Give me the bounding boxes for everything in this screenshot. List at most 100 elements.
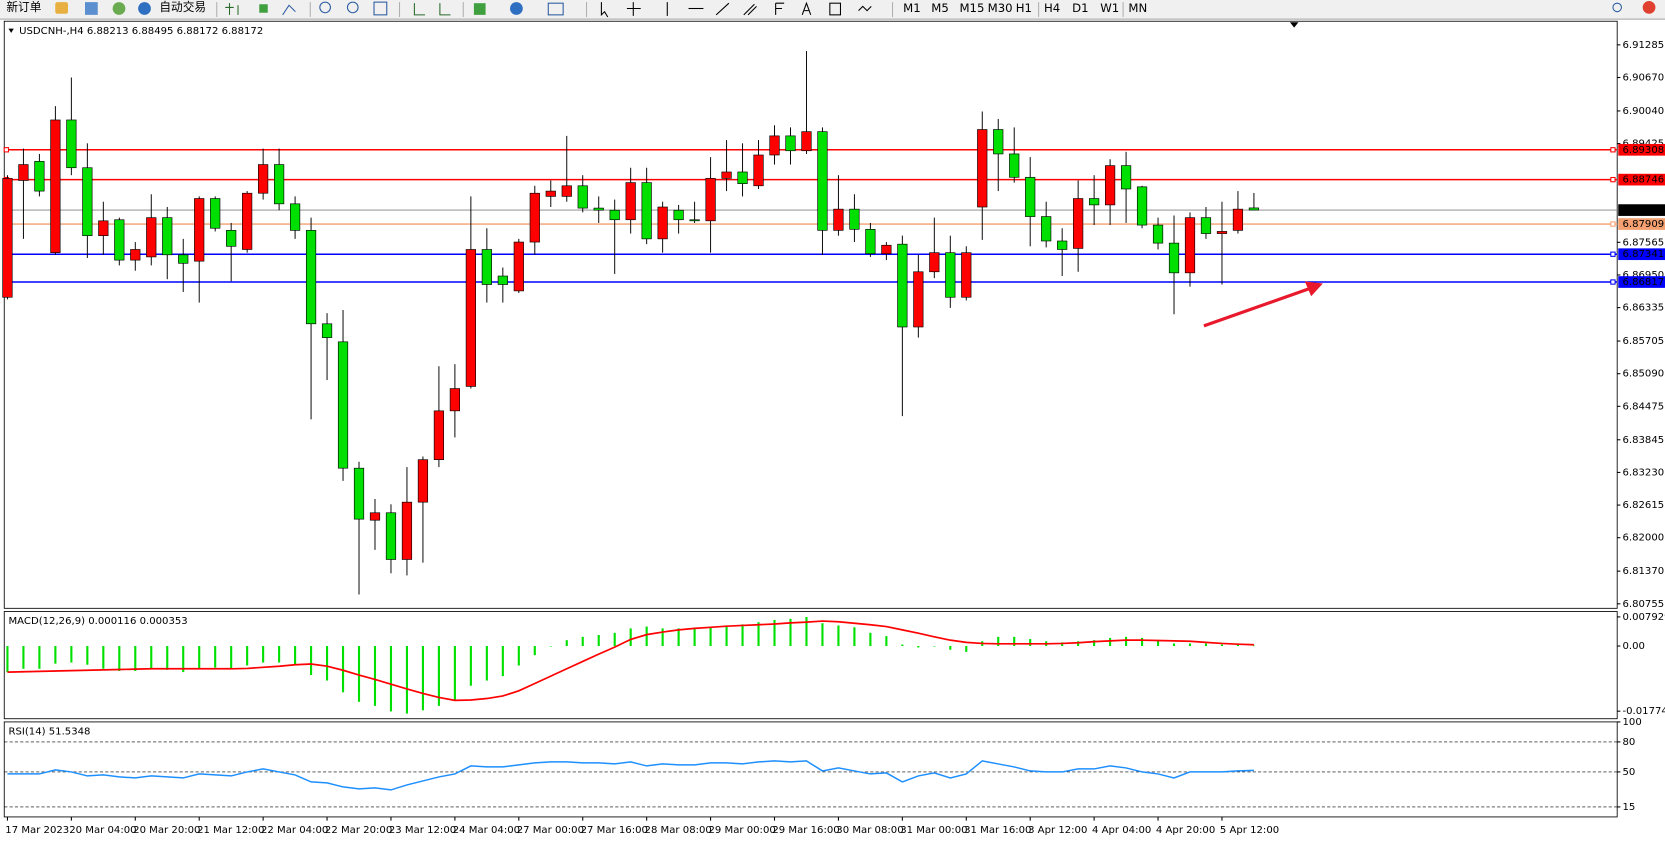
macd-bar: [453, 646, 456, 700]
candle-body: [1232, 208, 1244, 231]
macd-bar: [661, 628, 664, 647]
macd-bar: [741, 624, 744, 647]
candle-body: [130, 249, 141, 261]
candle-body: [577, 185, 588, 209]
period-button[interactable]: M30: [988, 1, 1013, 15]
macd-bar: [789, 618, 792, 647]
period-button[interactable]: D1: [1072, 1, 1088, 15]
level-handle: [1610, 251, 1616, 257]
period-button[interactable]: MN: [1128, 1, 1147, 15]
macd-bar: [294, 646, 297, 665]
icon[interactable]: [112, 2, 126, 15]
macd-bar: [933, 646, 936, 647]
fibo-tool[interactable]: [775, 2, 785, 15]
text-tool[interactable]: [801, 1, 812, 16]
panel-title: RSI(14) 51.5348: [9, 726, 91, 737]
candle-body: [50, 119, 61, 253]
macd-bar: [134, 646, 137, 671]
x-tick-label: 31 Mar 00:00: [900, 825, 967, 836]
period-button[interactable]: H1: [1016, 1, 1032, 15]
x-tick-label: 4 Apr 20:00: [1156, 825, 1215, 836]
last-price-label: 6.88172: [1622, 205, 1664, 216]
title-marker: [8, 28, 14, 33]
candle-body: [913, 271, 924, 328]
crosshair-tool[interactable]: [626, 2, 641, 16]
period-button[interactable]: H4: [1044, 1, 1060, 15]
candle-body: [178, 254, 189, 264]
trendline-tool[interactable]: [715, 2, 730, 16]
macd-bar: [437, 646, 440, 706]
cursor-tool[interactable]: [600, 2, 609, 18]
indicators[interactable]: [473, 3, 486, 15]
macd-bar: [421, 646, 424, 711]
label-tool[interactable]: [829, 2, 842, 16]
macd-bar: [901, 644, 904, 647]
icon[interactable]: [413, 3, 426, 16]
macd-bar: [773, 619, 776, 647]
candle-body: [449, 388, 460, 412]
channel-tool[interactable]: [743, 3, 757, 16]
macd-bar: [1220, 644, 1224, 647]
price-level-tag: [1618, 173, 1665, 186]
candle-body: [737, 171, 748, 184]
x-tick-label: 29 Mar 16:00: [772, 825, 839, 836]
icon[interactable]: [259, 4, 268, 13]
zoom-in[interactable]: [319, 1, 331, 14]
macd-bar: [310, 646, 313, 676]
icon[interactable]: [225, 3, 239, 15]
zoom-out[interactable]: [346, 1, 359, 14]
auto-trade-button[interactable]: 自动交易: [159, 0, 206, 14]
notifications[interactable]: [1642, 1, 1656, 14]
macd-bar: [230, 646, 233, 669]
candle-body: [1057, 240, 1068, 250]
icon[interactable]: [85, 2, 98, 15]
macd-bar: [853, 627, 856, 647]
candle-body: [961, 252, 972, 298]
macd-bar: [405, 646, 409, 714]
macd-bar: [1109, 637, 1112, 647]
icon[interactable]: [282, 4, 296, 16]
icon[interactable]: [138, 2, 151, 15]
y-tick-label: 6.86950: [1622, 270, 1664, 281]
arrow-head: [1304, 281, 1323, 297]
icon[interactable]: [55, 2, 69, 14]
y-tick-label: 6.85705: [1622, 336, 1664, 347]
period-button[interactable]: M15: [959, 1, 984, 15]
period-button[interactable]: M1: [903, 1, 921, 15]
level-handle: [1610, 279, 1616, 285]
macd-bar: [150, 646, 153, 669]
macd-bar: [693, 628, 696, 647]
y-tick-label: 6.91285: [1622, 40, 1664, 51]
search[interactable]: [1612, 2, 1622, 13]
macd-bar: [70, 646, 73, 663]
candle-body: [1200, 217, 1212, 234]
candle-body: [689, 219, 700, 222]
x-tick-label: 22 Mar 20:00: [325, 825, 392, 836]
candle-body: [817, 131, 828, 231]
candle-body: [194, 198, 205, 262]
candle-body: [385, 512, 397, 560]
candle-body: [657, 206, 668, 240]
periods-menu[interactable]: [510, 2, 523, 15]
level-handle: [3, 147, 10, 153]
price-level-label: 6.89308: [1622, 145, 1664, 156]
new-order-button[interactable]: 新订单: [6, 0, 41, 14]
y-tick-label: 6.82000: [1622, 533, 1664, 544]
candle-body: [1152, 224, 1164, 244]
candle-body: [82, 167, 93, 237]
candle-body: [1136, 186, 1148, 226]
macd-bar: [549, 646, 552, 647]
candle-body: [849, 208, 860, 230]
macd-bar: [949, 646, 952, 650]
period-button[interactable]: M5: [931, 1, 949, 15]
candle-body: [98, 220, 109, 237]
templates[interactable]: [547, 2, 564, 16]
icon[interactable]: [439, 3, 451, 16]
period-button[interactable]: W1: [1100, 1, 1119, 15]
candle-body: [1041, 216, 1052, 242]
candle-body: [1073, 198, 1084, 249]
arrows-tool[interactable]: [858, 5, 872, 12]
icon[interactable]: [373, 1, 388, 16]
macd-bar: [885, 636, 888, 647]
